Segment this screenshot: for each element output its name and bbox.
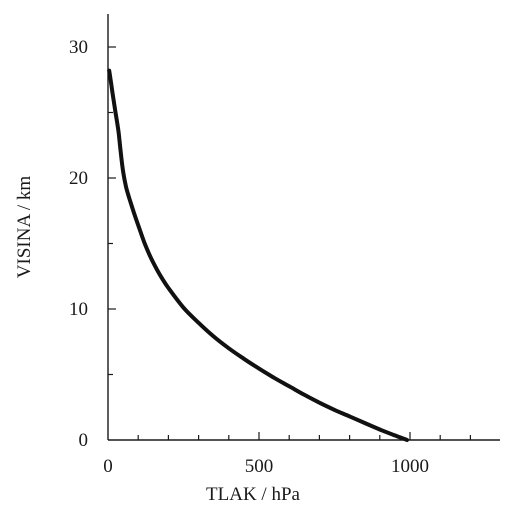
x-axis-title: TLAK / hPa <box>206 484 301 505</box>
x-tick-label: 500 <box>245 456 274 477</box>
y-tick-label: 10 <box>69 299 88 320</box>
ticks <box>108 46 471 440</box>
axes <box>107 14 500 441</box>
x-tick-label: 1000 <box>391 456 429 477</box>
y-axis-title: VISINA / km <box>14 176 35 279</box>
pressure-altitude-curve <box>107 68 409 442</box>
y-tick-label: 0 <box>79 430 89 451</box>
y-tick-label: 20 <box>69 168 88 189</box>
x-tick-label: 0 <box>103 456 113 477</box>
series-layer <box>107 68 409 442</box>
y-tick-label: 30 <box>69 37 88 58</box>
tick-labels: 0 500 1000 0 10 20 30 <box>69 37 429 477</box>
